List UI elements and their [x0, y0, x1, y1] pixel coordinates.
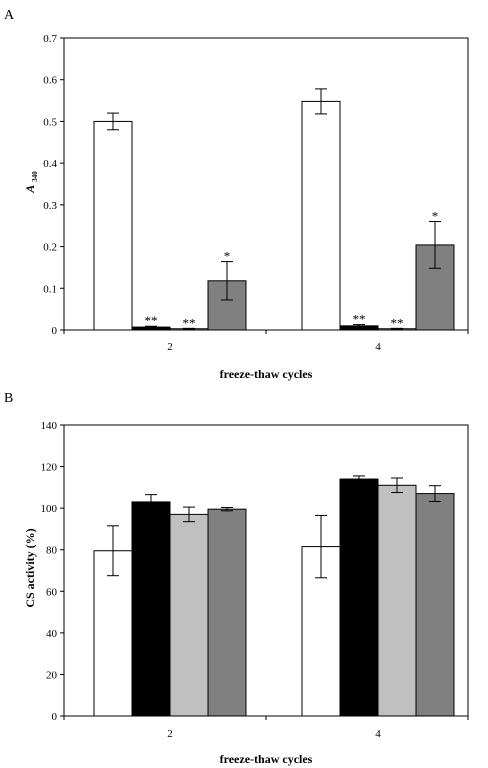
- y-tick-label: 140: [41, 420, 58, 432]
- y-tick-label: 60: [46, 586, 58, 598]
- panel-letter: A: [4, 8, 15, 23]
- y-tick-label: 0: [52, 711, 58, 723]
- plot-frame: [63, 37, 469, 331]
- y-tick-label: 20: [46, 669, 58, 681]
- significance-label: *: [224, 249, 231, 264]
- significance-label: **: [183, 315, 196, 330]
- y-tick-label: 0.2: [43, 242, 57, 254]
- panel-letter: B: [4, 391, 13, 406]
- x-tick-label: 2: [167, 728, 173, 740]
- x-tick-label: 2: [167, 341, 173, 353]
- y-axis-label: CS activity (%): [23, 528, 37, 607]
- bar: [93, 550, 133, 717]
- x-tick-label: 4: [375, 728, 381, 740]
- y-tick-label: 0.5: [43, 116, 57, 128]
- y-tick-label: 40: [46, 628, 58, 640]
- significance-label: **: [145, 313, 158, 328]
- y-tick-label: 0: [52, 325, 58, 337]
- bar: [415, 493, 455, 717]
- y-tick-label: 0.1: [43, 283, 57, 295]
- y-tick-label: 100: [41, 503, 58, 515]
- y-axis-label-text: A: [23, 185, 37, 194]
- x-axis-label: freeze-thaw cycles: [220, 367, 313, 381]
- plot-frame: [63, 424, 469, 717]
- y-axis-label-subscript: 340: [31, 171, 39, 182]
- panel-b: B 0 20 40 60 80 100 120 140 2 4 freeze-thaw cycles C…: [4, 391, 469, 766]
- y-axis-label: A 340: [23, 171, 39, 194]
- y-tick-label: 0.6: [43, 75, 57, 87]
- significance-label: **: [353, 312, 366, 327]
- bar: [169, 513, 209, 717]
- y-tick-label: 120: [41, 462, 58, 474]
- bar: [131, 501, 171, 717]
- x-tick-label: 4: [375, 341, 381, 353]
- significance-label: **: [391, 315, 404, 330]
- bar: [301, 100, 341, 331]
- y-axis-label-text: CS activity (%): [23, 528, 37, 607]
- y-tick-label: 0.3: [43, 200, 57, 212]
- significance-label: *: [432, 209, 439, 224]
- panel-a: A00.10.20.30.40.50.60.7** ***2** ***4freez…: [4, 8, 469, 381]
- bar: [93, 120, 133, 331]
- bar: [339, 478, 379, 717]
- bar: [377, 484, 417, 717]
- y-tick-label: 0.7: [43, 33, 57, 45]
- y-tick-label: 80: [46, 545, 58, 557]
- x-axis-label: freeze-thaw cycles: [220, 752, 313, 766]
- y-tick-label: 0.4: [43, 158, 57, 170]
- bar: [207, 508, 247, 717]
